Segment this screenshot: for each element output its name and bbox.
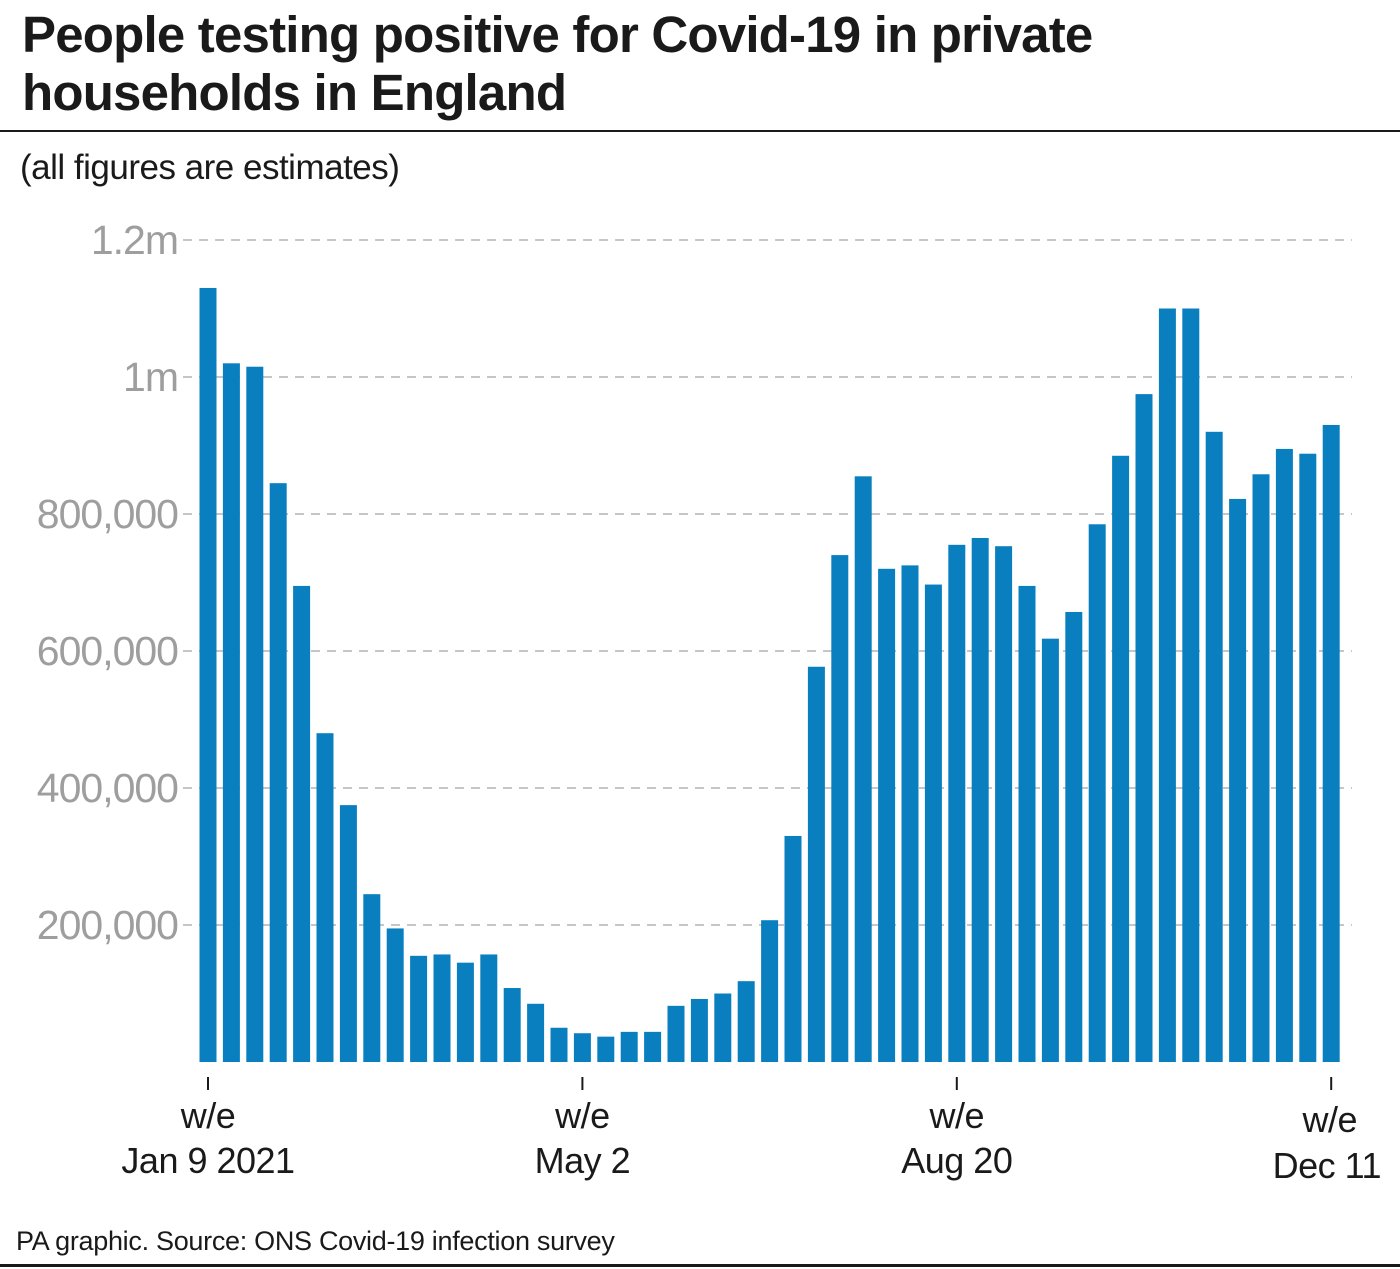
bar [199, 287, 217, 1062]
title-divider [0, 130, 1400, 132]
bar [1112, 455, 1130, 1062]
y-tick-label: 1.2m [91, 217, 178, 263]
bar [1205, 431, 1223, 1062]
chart-title: People testing positive for Covid-19 in … [22, 6, 1093, 121]
bar [527, 1003, 545, 1062]
bar [1135, 394, 1153, 1062]
bar [456, 962, 474, 1062]
bar [714, 993, 732, 1062]
bar [995, 546, 1013, 1062]
x-tick-label-date: Jan 9 2021 [121, 1140, 294, 1181]
bar [316, 733, 334, 1062]
bar [1088, 524, 1106, 1062]
bar [854, 476, 872, 1062]
bar [1275, 448, 1293, 1062]
bar [924, 584, 942, 1062]
x-tick-label-prefix: w/e [929, 1095, 985, 1136]
x-tick-label-prefix: w/e [180, 1095, 236, 1136]
bar [667, 1005, 685, 1062]
x-tick-label-date: May 2 [535, 1140, 631, 1181]
bar [1158, 308, 1176, 1062]
bar [339, 805, 357, 1062]
gridlines [183, 239, 1352, 926]
y-tick-label: 200,000 [37, 902, 178, 948]
x-tick-label-date: Dec 11 [1273, 1145, 1381, 1186]
bottom-divider [0, 1264, 1400, 1267]
bar [386, 928, 404, 1062]
source-credit: PA graphic. Source: ONS Covid-19 infecti… [16, 1226, 615, 1256]
bar [573, 1033, 591, 1062]
bar [761, 920, 779, 1062]
bar [363, 894, 381, 1062]
bar [480, 954, 498, 1062]
bar [503, 988, 521, 1062]
bar [878, 568, 896, 1062]
chart-subtitle: (all figures are estimates) [20, 148, 400, 187]
bar [433, 954, 451, 1062]
bar [901, 565, 919, 1062]
bar [1065, 611, 1083, 1062]
bar [1322, 424, 1340, 1062]
bar [1229, 498, 1247, 1062]
bar [1041, 638, 1059, 1062]
y-tick-label: 1m [123, 354, 178, 400]
bar [971, 537, 989, 1062]
x-tick-label-prefix: w/e [554, 1095, 610, 1136]
bar [737, 981, 755, 1062]
bar [620, 1031, 638, 1062]
x-tick-label-prefix: w/e [1301, 1099, 1357, 1140]
bar [831, 555, 849, 1062]
bar [269, 483, 287, 1062]
y-tick-label: 600,000 [37, 628, 178, 674]
bar [1299, 453, 1317, 1063]
bar [690, 998, 708, 1062]
bar [644, 1031, 662, 1062]
bar [807, 666, 825, 1062]
bar [784, 835, 802, 1062]
bar [293, 585, 311, 1062]
y-tick-label: 800,000 [37, 491, 178, 537]
x-tick-label-date: Aug 20 [901, 1140, 1012, 1181]
bar [222, 363, 240, 1062]
bar [1182, 308, 1200, 1062]
bar [597, 1036, 615, 1062]
bars [199, 287, 1340, 1063]
bar [948, 544, 966, 1062]
y-axis-labels: 200,000 400,000 600,000 800,000 1m 1.2m [37, 217, 179, 948]
bar [1252, 474, 1270, 1062]
bar [246, 366, 264, 1063]
y-tick-label: 400,000 [37, 765, 178, 811]
bar [410, 955, 428, 1062]
bar [1018, 585, 1036, 1062]
bar [550, 1027, 568, 1062]
